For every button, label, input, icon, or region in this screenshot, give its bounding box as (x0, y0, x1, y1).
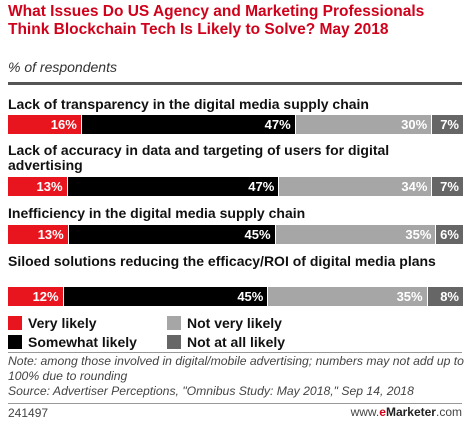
bar-segment-very-likely: 16% (8, 115, 81, 134)
data-label: 35% (405, 227, 432, 242)
data-label: 13% (36, 179, 63, 194)
bar-segment-very-likely: 13% (8, 177, 67, 196)
category-label-3: Inefficiency in the digital media supply… (8, 205, 306, 221)
data-label: 7% (440, 117, 459, 132)
legend-somewhat-likely: Somewhat likely (8, 334, 137, 350)
data-label: 13% (37, 227, 64, 242)
category-label-4: Siloed solutions reducing the efficacy/R… (8, 253, 436, 269)
footer-notes: Note: among those involved in digital/mo… (8, 354, 466, 399)
bar-segment-very-likely: 12% (8, 287, 63, 306)
chart-id: 241497 (8, 406, 49, 420)
bar-row-1: 16% 47% 30% 7% (8, 115, 463, 134)
bar-segment-somewhat-likely: 47% (66, 177, 279, 196)
data-label: 6% (440, 227, 459, 242)
data-label: 45% (237, 289, 264, 304)
legend-swatch (167, 316, 181, 330)
title-divider (8, 82, 462, 85)
bar-segment-very-likely: 13% (8, 225, 68, 244)
bar-segment-not-very-likely: 35% (267, 287, 427, 306)
legend-swatch (8, 335, 22, 349)
data-label: 12% (32, 289, 59, 304)
legend-not-at-all-likely: Not at all likely (167, 334, 285, 350)
bar-segment-not-at-all-likely: 6% (435, 225, 463, 244)
bar-segment-somewhat-likely: 47% (80, 115, 295, 134)
data-label: 47% (248, 179, 275, 194)
data-label: 7% (440, 179, 459, 194)
brand-logo: www.eMarketer.com (351, 405, 462, 419)
data-label: 8% (440, 289, 459, 304)
bar-segment-not-very-likely: 30% (294, 115, 432, 134)
legend-label: Not very likely (187, 315, 282, 331)
legend-label: Somewhat likely (28, 334, 137, 350)
brand-suffix: .com (435, 405, 462, 419)
data-label: 16% (50, 117, 77, 132)
bar-segment-not-at-all-likely: 8% (426, 287, 463, 306)
category-label-1: Lack of transparency in the digital medi… (8, 96, 369, 112)
bar-row-3: 13% 45% 35% 6% (8, 225, 463, 244)
source-text: Source: Advertiser Perceptions, "Omnibus… (8, 384, 414, 398)
bar-segment-not-at-all-likely: 7% (431, 177, 463, 196)
chart-title: What Issues Do US Agency and Marketing P… (8, 3, 425, 38)
data-label: 45% (244, 227, 271, 242)
data-label: 30% (401, 117, 428, 132)
bar-row-4: 12% 45% 35% 8% (8, 287, 463, 306)
bar-row-2: 13% 47% 34% 7% (8, 177, 463, 196)
footer-divider-bottom (8, 403, 462, 404)
bar-segment-somewhat-likely: 45% (67, 225, 275, 244)
note-text: Note: among those involved in digital/mo… (8, 354, 464, 383)
bar-segment-somewhat-likely: 45% (62, 287, 268, 306)
data-label: 47% (264, 117, 291, 132)
bar-segment-not-very-likely: 34% (278, 177, 432, 196)
legend-swatch (8, 316, 22, 330)
brand-prefix: www. (350, 405, 380, 419)
bar-segment-not-very-likely: 35% (274, 225, 436, 244)
legend-swatch (167, 335, 181, 349)
brand-name: Marketer (385, 405, 436, 419)
chart-subtitle: % of respondents (8, 59, 117, 75)
legend-label: Very likely (28, 315, 97, 331)
bar-segment-not-at-all-likely: 7% (431, 115, 463, 134)
footer-divider (8, 352, 462, 353)
legend-label: Not at all likely (187, 334, 286, 350)
legend-not-very-likely: Not very likely (167, 315, 282, 331)
data-label: 34% (401, 179, 428, 194)
brand-e: e (379, 405, 386, 419)
category-label-2: Lack of accuracy in data and targeting o… (8, 142, 390, 173)
data-label: 35% (396, 289, 423, 304)
legend-very-likely: Very likely (8, 315, 97, 331)
